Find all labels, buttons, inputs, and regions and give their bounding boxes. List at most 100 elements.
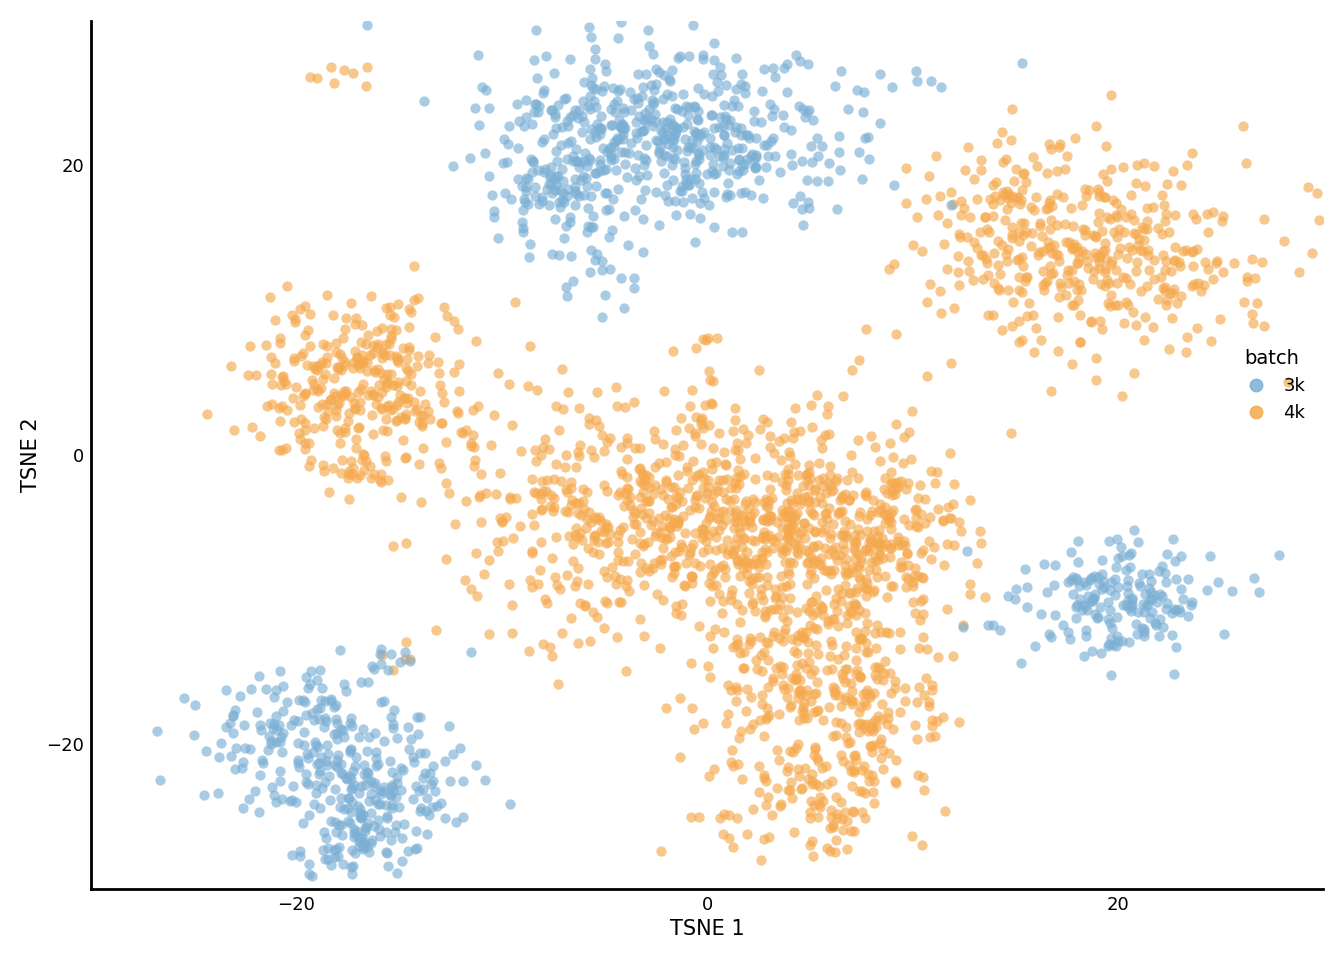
Point [1048, 136, 1070, 152]
Point [345, 431, 367, 446]
Point [753, 512, 774, 527]
Point [848, 521, 870, 537]
Point [1035, 202, 1056, 217]
Point [724, 502, 746, 517]
Point [1052, 189, 1074, 204]
Point [294, 415, 316, 430]
Point [531, 487, 552, 502]
Point [856, 322, 878, 337]
Point [484, 407, 505, 422]
Point [363, 362, 384, 377]
Point [1105, 587, 1126, 602]
Point [569, 526, 590, 541]
Point [684, 492, 706, 508]
Point [1253, 318, 1274, 333]
Point [780, 449, 801, 465]
Point [761, 508, 782, 523]
Point [824, 902, 845, 918]
Point [360, 470, 382, 486]
Point [708, 586, 730, 601]
Point [1116, 294, 1137, 309]
Point [535, 49, 556, 64]
Point [528, 104, 550, 119]
Point [1117, 592, 1138, 608]
Point [352, 807, 374, 823]
Point [777, 504, 798, 519]
Point [276, 278, 297, 294]
Point [1208, 574, 1230, 589]
Point [844, 747, 866, 762]
Point [386, 776, 407, 791]
Point [355, 78, 376, 93]
Point [766, 743, 788, 758]
Point [848, 145, 870, 160]
Point [942, 197, 964, 212]
Point [606, 131, 628, 146]
Point [579, 264, 601, 279]
Point [625, 546, 646, 562]
Point [847, 716, 868, 732]
Point [293, 692, 314, 708]
Point [735, 553, 757, 568]
Point [1321, 193, 1343, 208]
Point [609, 118, 630, 133]
Point [624, 505, 645, 520]
Point [679, 206, 700, 222]
Point [521, 506, 543, 521]
Point [1055, 235, 1077, 251]
Point [331, 362, 352, 377]
Point [715, 512, 737, 527]
Point [1206, 255, 1227, 271]
Point [1223, 254, 1245, 270]
Point [845, 640, 867, 656]
Point [1011, 333, 1032, 348]
Point [1093, 167, 1114, 182]
Point [664, 126, 685, 141]
Point [406, 779, 427, 794]
Point [310, 380, 332, 396]
Point [655, 507, 676, 522]
Point [546, 178, 567, 193]
Point [997, 282, 1019, 298]
Point [324, 781, 345, 797]
Point [785, 672, 806, 687]
Point [946, 249, 968, 264]
Point [468, 398, 489, 414]
Point [542, 103, 563, 118]
Point [577, 225, 598, 240]
Point [694, 86, 715, 102]
Point [478, 168, 500, 183]
Point [1047, 248, 1068, 263]
Point [605, 104, 626, 119]
Point [1140, 611, 1161, 626]
Point [351, 317, 372, 332]
Point [804, 748, 825, 763]
Point [652, 124, 673, 139]
Point [551, 473, 573, 489]
Point [809, 800, 831, 815]
Y-axis label: TSNE 2: TSNE 2 [22, 418, 40, 492]
Point [848, 559, 870, 574]
Point [730, 645, 751, 660]
Point [1023, 345, 1044, 360]
Point [829, 547, 851, 563]
Point [391, 830, 413, 846]
Point [960, 587, 981, 602]
Point [259, 715, 281, 731]
Point [685, 340, 707, 355]
Point [731, 140, 753, 156]
Point [812, 138, 833, 154]
Point [564, 527, 586, 542]
Point [358, 815, 379, 830]
Point [1325, 240, 1344, 255]
Point [532, 440, 554, 455]
Point [575, 520, 597, 536]
Point [797, 56, 818, 71]
Point [817, 475, 839, 491]
Point [841, 362, 863, 377]
Point [607, 31, 629, 46]
Point [448, 321, 469, 336]
Point [304, 797, 325, 812]
Point [895, 160, 917, 176]
Point [288, 753, 309, 768]
